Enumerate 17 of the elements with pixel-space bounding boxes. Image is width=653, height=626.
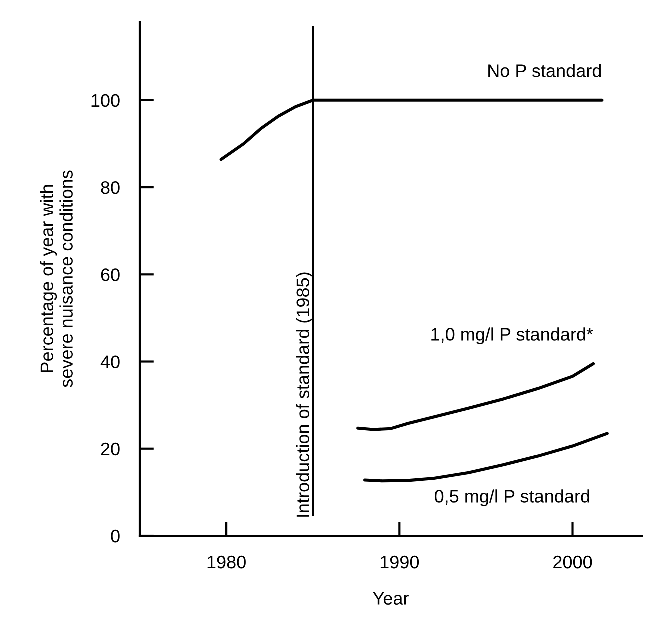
y-axis-title: Percentage of year with severe nuisance conditions [40, 170, 73, 388]
y-tick-label: 20 [101, 442, 120, 456]
y-tick-label: 0 [111, 530, 120, 543]
x-tick-label: 1980 [208, 556, 246, 569]
line-series [364, 432, 609, 483]
series-label: 1,0 mg/l P standard* [432, 328, 594, 344]
y-tick-label: 60 [101, 268, 120, 282]
line-series [356, 362, 596, 432]
x-tick-label: 1990 [380, 556, 420, 569]
x-tick-label: 2000 [554, 556, 592, 569]
ref-line-label: Introduction of standard (1985) [296, 272, 314, 517]
x-axis-title: Year [373, 592, 409, 605]
series-label: No P standard [488, 64, 602, 78]
y-tick-label: 40 [100, 356, 120, 368]
y-tick-label: 80 [101, 181, 120, 194]
series-label: 0,5 mg/l P standard [434, 490, 590, 506]
y-tick-label: 100 [92, 94, 120, 108]
